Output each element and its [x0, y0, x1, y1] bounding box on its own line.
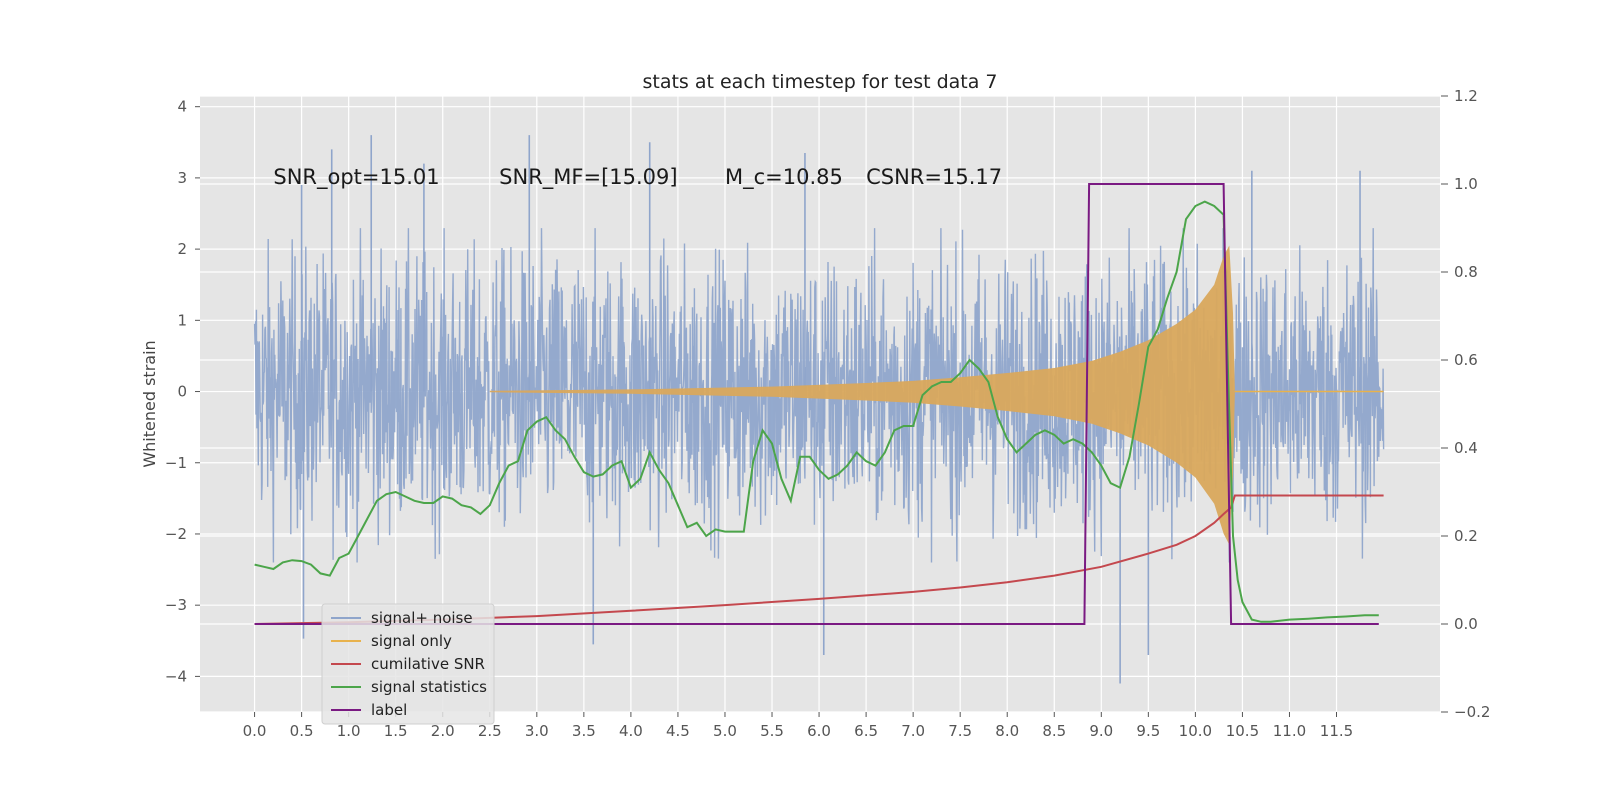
- x-tick-label: 5.5: [760, 722, 784, 740]
- x-tick-label: 10.0: [1179, 722, 1212, 740]
- x-tick-label: 8.0: [995, 722, 1019, 740]
- x-tick-label: 3.5: [572, 722, 596, 740]
- x-tick-label: 11.5: [1320, 722, 1353, 740]
- x-tick-label: 1.0: [337, 722, 361, 740]
- x-tick-label: 9.5: [1136, 722, 1160, 740]
- x-tick-label: 7.0: [901, 722, 925, 740]
- series-signal-only: [489, 245, 1384, 545]
- y2-tick-label: 1.0: [1454, 175, 1478, 193]
- y-tick-label: 2: [177, 240, 187, 258]
- y2-tick-label: 0.6: [1454, 351, 1478, 369]
- line-signal-statistics: [254, 200, 1379, 623]
- y-tick-label: 0: [177, 383, 187, 401]
- legend-label: signal only: [371, 632, 452, 650]
- legend: signal+ noise signal only cumilative SNR si…: [321, 603, 495, 725]
- y2-tick-label: 0.0: [1454, 615, 1478, 633]
- legend-label: signal+ noise: [371, 609, 473, 627]
- x-tick-label: 5.0: [713, 722, 737, 740]
- legend-label: cumilative SNR: [371, 655, 485, 673]
- line-cumilative-snr: [254, 494, 1384, 625]
- chart-title: stats at each timestep for test data 7: [642, 71, 997, 93]
- x-tick-label: 7.5: [948, 722, 972, 740]
- y2-tick-label: 0.2: [1454, 527, 1478, 545]
- right-axis-series: [254, 183, 1384, 625]
- x-tick-label: 9.0: [1089, 722, 1113, 740]
- x-tick-label: 0.0: [243, 722, 267, 740]
- x-tick-label: 2.5: [478, 722, 502, 740]
- y-axis-label: Whitened strain: [140, 340, 159, 467]
- annotation-text: SNR_MF=[15.09]: [499, 165, 677, 190]
- axes: 0.0 0.5 1.0 1.5 2.0 2.5 3.0 3.5 4.0 4.5 5.0 5.5 6.0 6…: [165, 87, 1491, 740]
- x-tick-label: 11.0: [1273, 722, 1306, 740]
- y-tick-label: −4: [165, 667, 187, 685]
- y2-tick-label: 0.8: [1454, 263, 1478, 281]
- x-tick-label: 4.5: [666, 722, 690, 740]
- annotation-text: SNR_opt=15.01: [273, 165, 439, 190]
- x-tick-label: 0.5: [290, 722, 314, 740]
- y-tick-label: 4: [177, 98, 187, 116]
- line-label: [254, 183, 1379, 625]
- x-tick-label: 10.5: [1226, 722, 1259, 740]
- legend-box: [321, 603, 495, 725]
- annotation-text: M_c=10.85: [725, 165, 843, 190]
- x-tick-label: 4.0: [619, 722, 643, 740]
- annotations: SNR_opt=15.01 SNR_MF=[15.09] M_c=10.85 CSNR…: [273, 165, 1002, 190]
- x-tick-label: 6.5: [854, 722, 878, 740]
- y2-tick-label: 1.2: [1454, 87, 1478, 105]
- x-tick-label: 2.0: [431, 722, 455, 740]
- y-tick-label: −3: [165, 596, 187, 614]
- y-tick-label: −1: [165, 454, 187, 472]
- x-tick-label: 3.0: [525, 722, 549, 740]
- legend-label: signal statistics: [371, 678, 487, 696]
- y-tick-label: −2: [165, 525, 187, 543]
- y2-tick-label: 0.4: [1454, 439, 1478, 457]
- y-tick-label: 3: [177, 169, 187, 187]
- y-tick-label: 1: [177, 311, 187, 329]
- x-tick-label: 1.5: [384, 722, 408, 740]
- signal-envelope: [489, 245, 1235, 545]
- y2-tick-label: −0.2: [1454, 703, 1490, 721]
- x-tick-label: 8.5: [1042, 722, 1066, 740]
- legend-label: label: [371, 701, 407, 719]
- annotation-text: CSNR=15.17: [866, 165, 1002, 189]
- x-tick-label: 6.0: [807, 722, 831, 740]
